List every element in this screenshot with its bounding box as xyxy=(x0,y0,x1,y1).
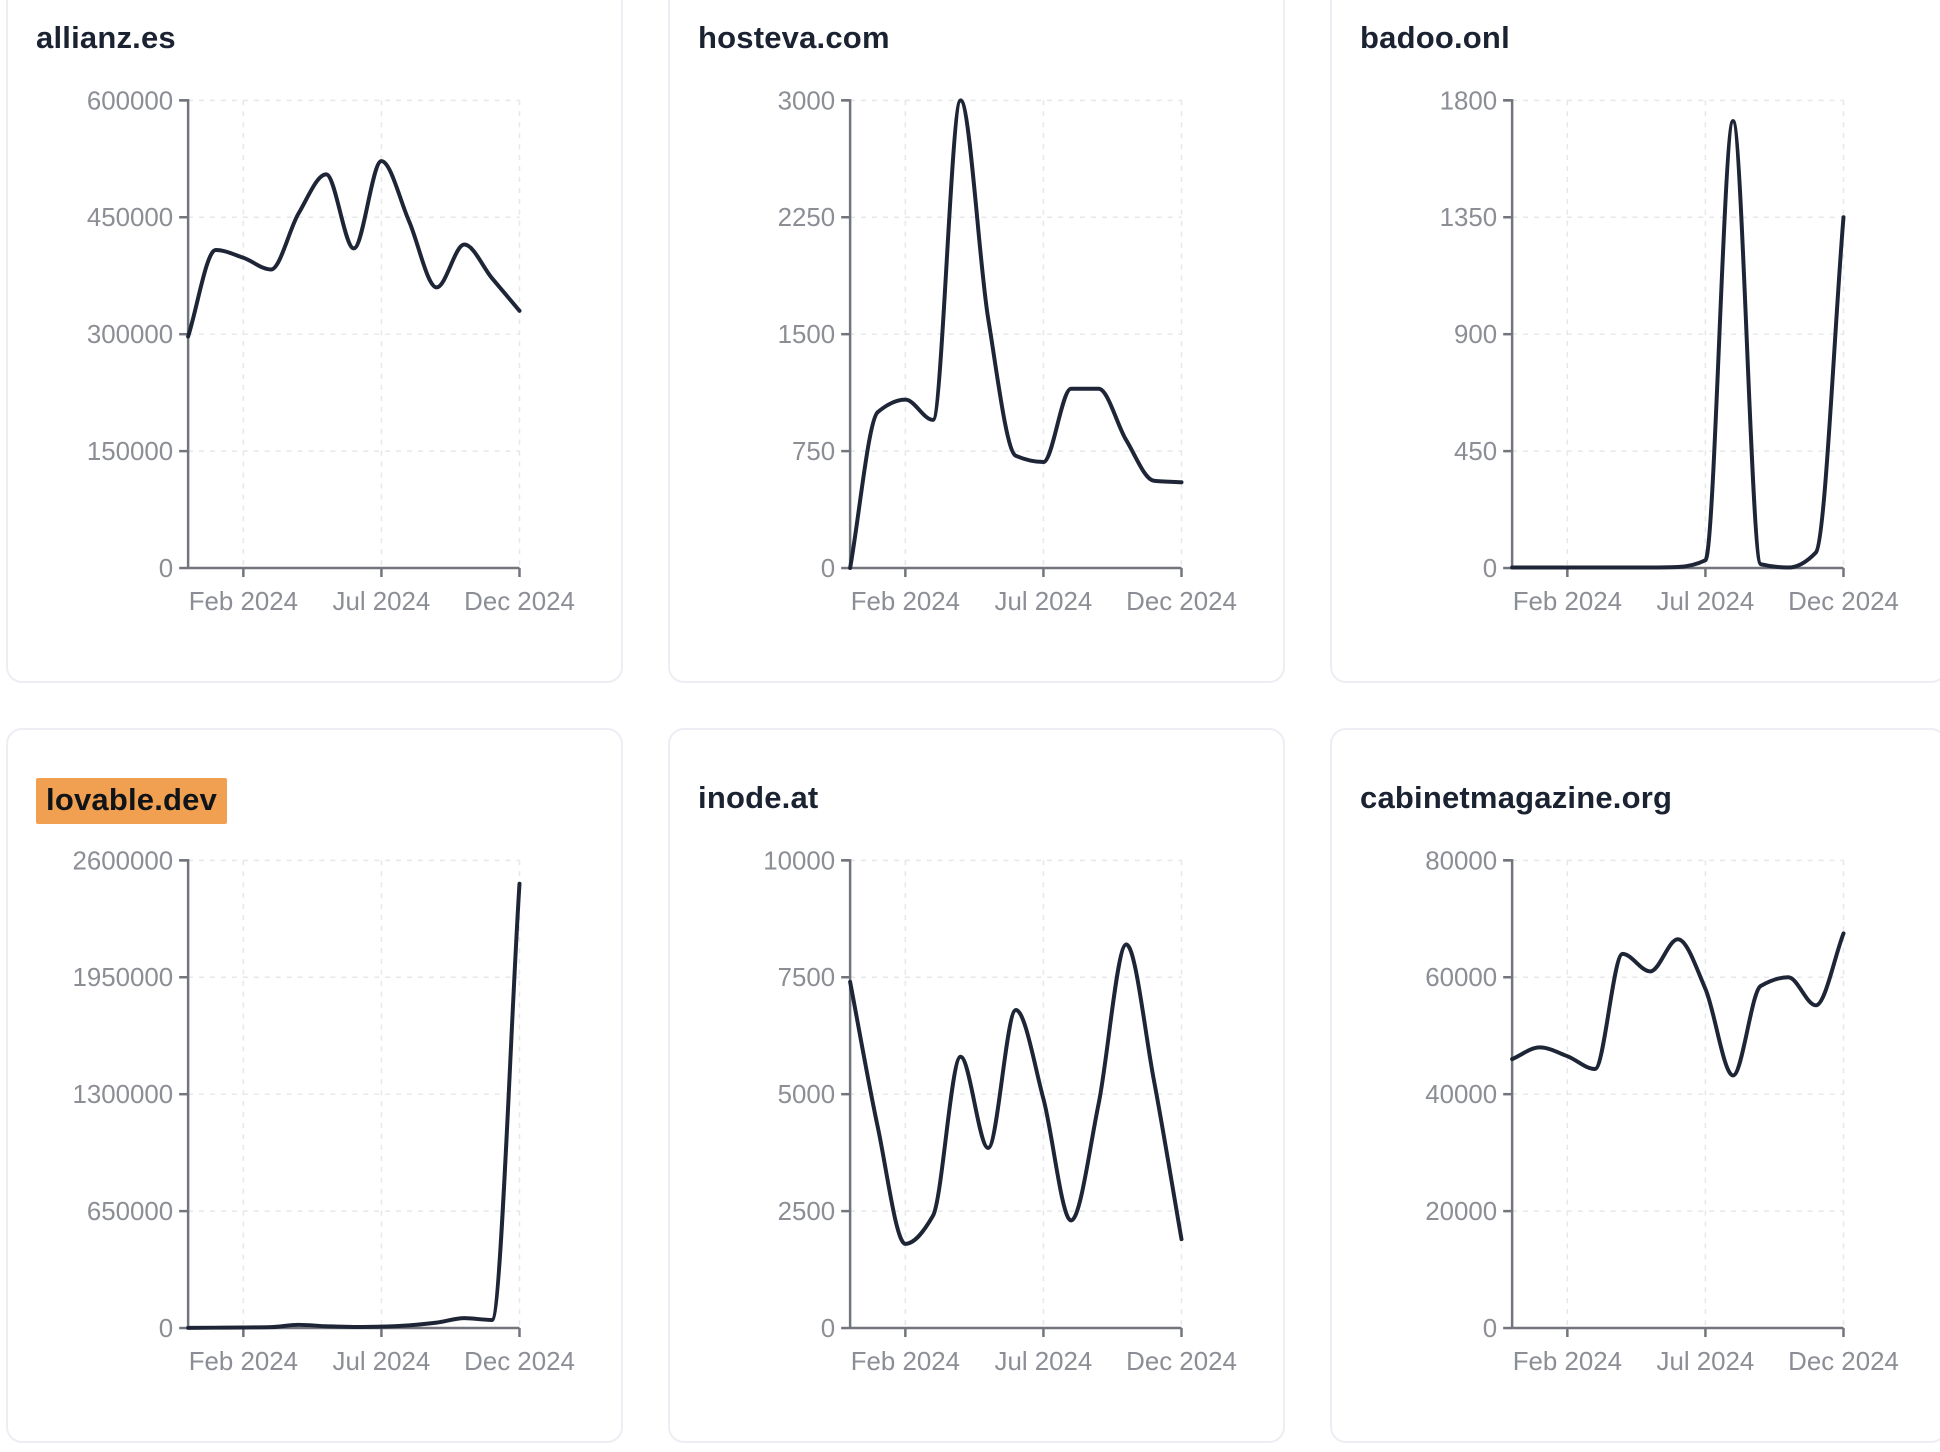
svg-text:Dec 2024: Dec 2024 xyxy=(464,588,575,616)
svg-text:1800: 1800 xyxy=(1440,87,1498,115)
svg-text:Dec 2024: Dec 2024 xyxy=(1126,588,1237,616)
svg-text:Dec 2024: Dec 2024 xyxy=(1126,1348,1237,1376)
chart-title-text: badoo.onl xyxy=(1360,20,1510,55)
svg-text:0: 0 xyxy=(1483,555,1497,583)
svg-text:Jul 2024: Jul 2024 xyxy=(995,1348,1093,1376)
svg-text:Feb 2024: Feb 2024 xyxy=(189,1348,298,1376)
svg-text:600000: 600000 xyxy=(87,87,173,115)
chart-card-cabinetmagazine: cabinetmagazine.org 0 20000 40000 60000 8000… xyxy=(1330,728,1940,1443)
svg-text:Dec 2024: Dec 2024 xyxy=(1788,588,1899,616)
chart-title: cabinetmagazine.org xyxy=(1360,778,1917,822)
chart-card-allianz: allianz.es 0 150000 300000 450000 600000 Feb … xyxy=(6,0,623,683)
chart-title: inode.at xyxy=(698,778,1255,822)
svg-text:Feb 2024: Feb 2024 xyxy=(189,588,298,616)
chart-title-text: cabinetmagazine.org xyxy=(1360,780,1673,815)
svg-text:450: 450 xyxy=(1454,438,1497,466)
chart-title: allianz.es xyxy=(36,18,593,62)
chart-title-text: inode.at xyxy=(698,780,819,815)
chart-card-badoo: badoo.onl 0 450 900 1350 1800 Feb 2024 Jul 202… xyxy=(1330,0,1940,683)
svg-text:2600000: 2600000 xyxy=(73,847,174,875)
line-chart: 0 650000 1300000 1950000 2600000 Feb 2024 Jul … xyxy=(73,847,575,1376)
chart-card-inode: inode.at 0 2500 5000 7500 10000 Feb 2024 Jul 2… xyxy=(668,728,1285,1443)
svg-text:300000: 300000 xyxy=(87,321,173,349)
svg-text:40000: 40000 xyxy=(1425,1081,1497,1109)
svg-text:Feb 2024: Feb 2024 xyxy=(851,1348,960,1376)
line-chart: 0 750 1500 2250 3000 Feb 2024 Jul 2024 Dec 2024 xyxy=(778,87,1237,616)
svg-text:750: 750 xyxy=(792,438,835,466)
svg-text:7500: 7500 xyxy=(778,964,836,992)
chart-title: lovable.dev xyxy=(36,778,593,824)
svg-text:Jul 2024: Jul 2024 xyxy=(995,588,1093,616)
svg-text:20000: 20000 xyxy=(1425,1198,1497,1226)
svg-text:2250: 2250 xyxy=(778,204,836,232)
svg-text:0: 0 xyxy=(821,1315,835,1343)
chart-title: hosteva.com xyxy=(698,18,1255,62)
svg-text:1300000: 1300000 xyxy=(73,1081,174,1109)
svg-text:0: 0 xyxy=(159,555,173,583)
svg-text:0: 0 xyxy=(159,1315,173,1343)
svg-text:Feb 2024: Feb 2024 xyxy=(1513,588,1622,616)
svg-text:Jul 2024: Jul 2024 xyxy=(333,588,431,616)
svg-text:450000: 450000 xyxy=(87,204,173,232)
svg-text:900: 900 xyxy=(1454,321,1497,349)
chart-title: badoo.onl xyxy=(1360,18,1917,62)
svg-text:Jul 2024: Jul 2024 xyxy=(1657,588,1755,616)
line-chart: 0 20000 40000 60000 80000 Feb 2024 Jul 2024 Dec… xyxy=(1425,847,1899,1376)
svg-text:Feb 2024: Feb 2024 xyxy=(1513,1348,1622,1376)
line-chart: 0 450 900 1350 1800 Feb 2024 Jul 2024 Dec 2024 xyxy=(1440,87,1899,616)
line-chart: 0 2500 5000 7500 10000 Feb 2024 Jul 2024 Dec 20… xyxy=(763,847,1237,1376)
svg-text:60000: 60000 xyxy=(1425,964,1497,992)
line-chart: 0 150000 300000 450000 600000 Feb 2024 Jul 202… xyxy=(87,87,575,616)
svg-text:10000: 10000 xyxy=(763,847,835,875)
svg-text:Dec 2024: Dec 2024 xyxy=(1788,1348,1899,1376)
chart-card-hosteva: hosteva.com 0 750 1500 2250 3000 Feb 2024 Jul … xyxy=(668,0,1285,683)
chart-title-text: hosteva.com xyxy=(698,20,890,55)
chart-card-lovable: lovable.dev 0 650000 1300000 1950000 2600000… xyxy=(6,728,623,1443)
svg-text:0: 0 xyxy=(1483,1315,1497,1343)
svg-text:5000: 5000 xyxy=(778,1081,836,1109)
chart-title-text-highlighted: lovable.dev xyxy=(36,778,228,824)
svg-text:3000: 3000 xyxy=(778,87,836,115)
svg-text:Dec 2024: Dec 2024 xyxy=(464,1348,575,1376)
chart-title-text: allianz.es xyxy=(36,20,176,55)
svg-text:1500: 1500 xyxy=(778,321,836,349)
svg-text:80000: 80000 xyxy=(1425,847,1497,875)
svg-text:0: 0 xyxy=(821,555,835,583)
svg-text:650000: 650000 xyxy=(87,1198,173,1226)
svg-text:Feb 2024: Feb 2024 xyxy=(851,588,960,616)
svg-text:Jul 2024: Jul 2024 xyxy=(1657,1348,1755,1376)
svg-text:150000: 150000 xyxy=(87,438,173,466)
svg-text:1950000: 1950000 xyxy=(73,964,174,992)
svg-text:Jul 2024: Jul 2024 xyxy=(333,1348,431,1376)
svg-text:1350: 1350 xyxy=(1440,204,1498,232)
svg-text:2500: 2500 xyxy=(778,1198,836,1226)
chart-grid: allianz.es 0 150000 300000 450000 600000 Feb … xyxy=(6,0,1940,1443)
